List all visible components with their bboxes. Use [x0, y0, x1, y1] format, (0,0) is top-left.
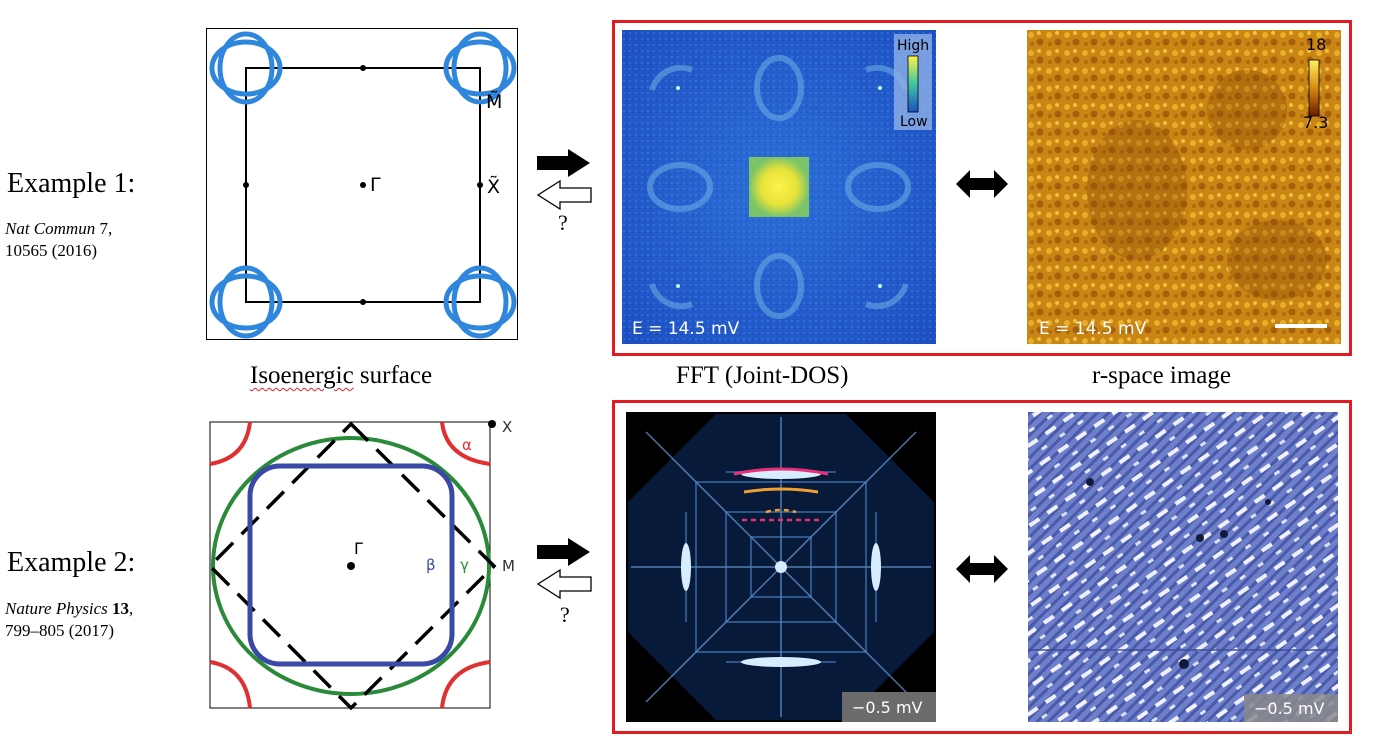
caption-rspace: r-space image [1092, 362, 1232, 389]
example2-fft-image: −0.5 mV [626, 412, 936, 722]
forward-arrow-icon [537, 149, 590, 177]
reverse-arrow-icon [536, 179, 592, 210]
example1-ref-journal: Nat Commun [5, 219, 96, 238]
example2-title: Example 2: [7, 547, 136, 578]
rspace-colorbar-min: 7.3 [1303, 113, 1328, 132]
example2-ref-pages: 799–805 (2017) [5, 621, 115, 640]
example2-panel-box [612, 400, 1352, 734]
example1-fermi-surface: M̃ X̃ Γ [206, 28, 518, 340]
rspace-colorbar-max: 18 [1306, 35, 1326, 54]
label-m-tilde: M̃ [486, 91, 502, 113]
fft-colorbar-low: Low [900, 114, 928, 130]
rspace2-energy-label: −0.5 mV [1254, 699, 1325, 718]
example2-question: ? [560, 602, 570, 627]
example1-panel-box [612, 20, 1352, 356]
scale-bar [1275, 324, 1327, 328]
reverse-arrow-icon [536, 568, 592, 599]
example2-reference: Nature Physics 13, 799–805 (2017) [5, 599, 134, 640]
label-x-point: X [502, 418, 512, 436]
label-m-point: M [502, 557, 515, 575]
example1-fft-image: High Low E = 14.5 mV [622, 30, 936, 344]
label-beta: β [426, 556, 436, 574]
example1-double-arrow-icon [956, 170, 1008, 198]
example2-ref-volume: 13 [112, 599, 130, 618]
example1-question: ? [558, 210, 568, 235]
example1-arrows [536, 149, 592, 210]
example2-rspace-image: −0.5 mV [1028, 412, 1338, 722]
label-gamma-band: γ [460, 556, 469, 574]
example1-reference: Nat Commun 7, 10565 (2016) [5, 219, 113, 260]
label-gamma-point: Γ [354, 539, 363, 558]
caption-fft: FFT (Joint-DOS) [676, 362, 849, 389]
example1-ref-volume: 7 [99, 219, 108, 238]
rspace-energy-label: E = 14.5 mV [1039, 319, 1147, 339]
example2-arrows [536, 538, 592, 599]
example2-ref-journal: Nature Physics [5, 599, 108, 618]
forward-arrow-icon [537, 538, 590, 566]
example2-fermi-surface: Γ X M α β γ [207, 418, 515, 710]
label-gamma: Γ [370, 174, 381, 196]
example1-ref-pages: 10565 (2016) [5, 241, 98, 260]
example2-double-arrow-icon [956, 555, 1008, 583]
caption-isoenergic: Isoenergic surface [250, 362, 433, 389]
fft-energy-label: E = 14.5 mV [632, 319, 740, 339]
fft-colorbar-high: High [897, 38, 929, 54]
label-alpha: α [462, 436, 472, 454]
fft2-energy-label: −0.5 mV [852, 698, 923, 717]
example1-title: Example 1: [7, 168, 136, 199]
label-x-tilde: X̃ [487, 176, 500, 198]
example1-rspace-image: 18 7.3 E = 14.5 mV [1027, 30, 1341, 344]
